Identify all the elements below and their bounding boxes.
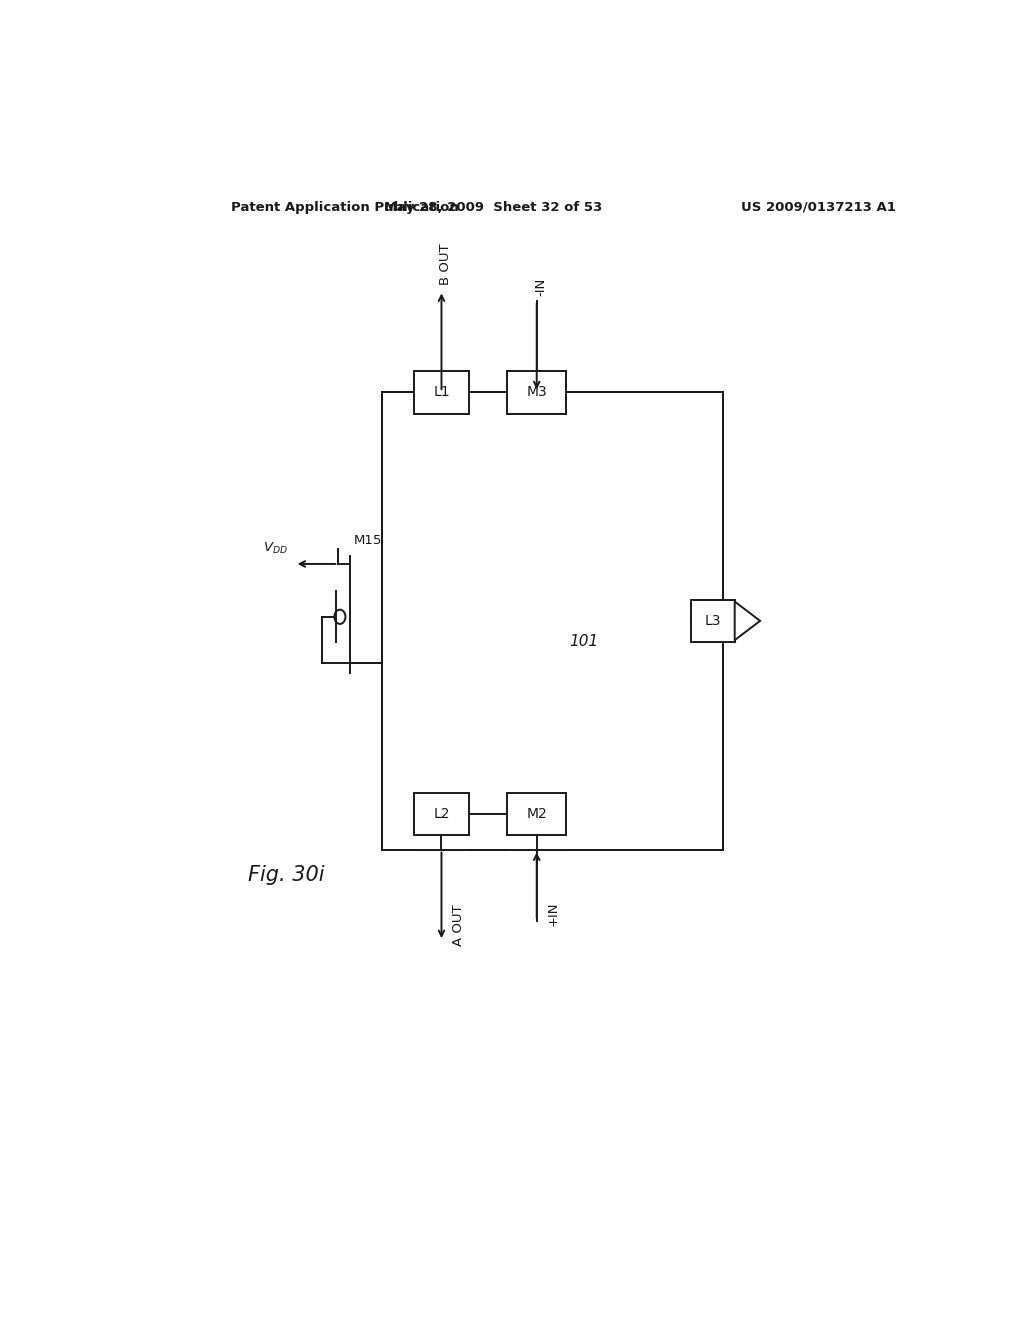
Text: M15: M15 <box>354 535 383 546</box>
Text: US 2009/0137213 A1: US 2009/0137213 A1 <box>741 201 896 214</box>
Text: M3: M3 <box>526 385 547 399</box>
Text: L2: L2 <box>433 807 450 821</box>
Text: -IN: -IN <box>535 277 547 296</box>
Text: A OUT: A OUT <box>452 904 465 946</box>
Text: $V_{DD}$: $V_{DD}$ <box>263 541 289 556</box>
Polygon shape <box>734 602 760 640</box>
Bar <box>691 599 734 643</box>
Text: L1: L1 <box>433 385 450 399</box>
Text: 101: 101 <box>569 634 599 648</box>
Bar <box>507 792 566 836</box>
Text: M2: M2 <box>526 807 547 821</box>
Text: Fig. 30i: Fig. 30i <box>249 865 325 884</box>
Bar <box>382 392 723 850</box>
Bar <box>414 792 469 836</box>
Text: +IN: +IN <box>547 902 560 925</box>
Text: May 28, 2009  Sheet 32 of 53: May 28, 2009 Sheet 32 of 53 <box>384 201 602 214</box>
Bar <box>414 371 469 413</box>
Text: L3: L3 <box>705 614 721 628</box>
Text: B OUT: B OUT <box>439 244 452 285</box>
Bar <box>507 371 566 413</box>
Text: Patent Application Publication: Patent Application Publication <box>231 201 459 214</box>
